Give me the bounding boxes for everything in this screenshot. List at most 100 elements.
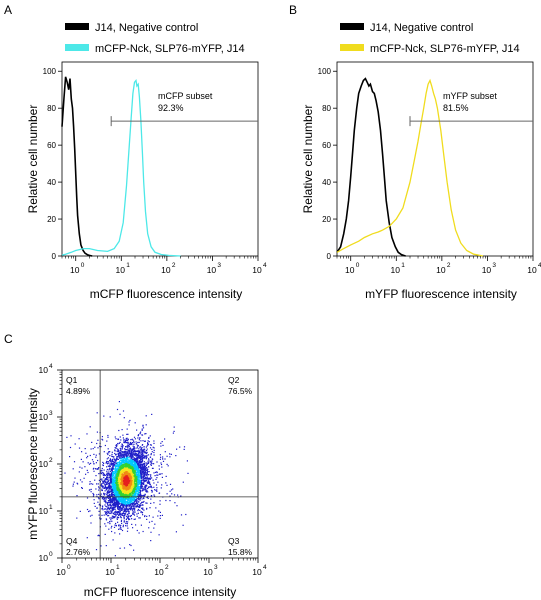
scatter-point (130, 515, 132, 518)
scatter-point (117, 472, 120, 474)
scatter-point (98, 467, 100, 469)
scatter-point (127, 504, 129, 506)
scatter-point (135, 500, 137, 502)
scatter-point (182, 524, 184, 526)
scatter-point (120, 493, 122, 495)
scatter-point (130, 469, 132, 472)
scatter-point (114, 449, 116, 451)
scatter-point (136, 515, 138, 517)
scatter-point (104, 504, 106, 506)
scatter-point (138, 479, 140, 481)
scatter-point (117, 471, 119, 473)
scatter-point (138, 472, 140, 474)
scatter-point (121, 514, 123, 516)
scatter-point (100, 518, 102, 520)
scatter-point (106, 474, 108, 476)
scatter-point (153, 451, 155, 454)
plot-area-b: mYFP subset 81.5% (336, 61, 534, 257)
scatter-point (138, 497, 140, 499)
scatter-point (104, 523, 106, 525)
scatter-point (126, 482, 128, 484)
scatter-point (138, 504, 140, 506)
scatter-point (115, 468, 117, 470)
scatter-point (114, 515, 116, 518)
scatter-point (185, 513, 187, 516)
scatter-point (103, 462, 105, 464)
scatter-point (104, 474, 106, 476)
scatter-point (129, 544, 131, 546)
scatter-point (116, 481, 118, 483)
scatter-point (126, 525, 128, 527)
scatter-point (113, 512, 115, 514)
scatter-point (115, 498, 117, 500)
scatter-point (107, 497, 109, 499)
scatter-point (136, 458, 138, 460)
scatter-point (126, 460, 128, 462)
scatter-point (116, 499, 118, 501)
scatter-point (136, 498, 138, 500)
scatter-point (170, 489, 173, 491)
scatter-point (149, 456, 152, 458)
y-tick-label-a: 0 (52, 252, 57, 261)
scatter-point (113, 464, 115, 466)
scatter-point (140, 440, 142, 442)
scatter-point (134, 476, 136, 478)
scatter-point (129, 455, 131, 457)
scatter-point (145, 488, 147, 490)
scatter-point (98, 510, 100, 512)
scatter-point (142, 468, 144, 470)
scatter-point (137, 483, 139, 486)
scatter-point (151, 451, 153, 453)
scatter-point (138, 453, 140, 455)
scatter-point (142, 489, 144, 491)
scatter-point (113, 456, 115, 458)
scatter-point (99, 535, 101, 537)
scatter-point (138, 468, 140, 471)
scatter-point (139, 487, 141, 489)
scatter-point (111, 498, 113, 500)
scatter-point (124, 491, 127, 493)
scatter-point (107, 457, 109, 459)
legend-swatch-sample-b (340, 44, 364, 51)
scatter-point (106, 487, 108, 489)
scatter-point (133, 443, 135, 445)
scatter-point (106, 461, 108, 463)
scatter-point (127, 473, 129, 475)
scatter-point (129, 419, 131, 422)
scatter-point (118, 455, 120, 457)
scatter-point (131, 490, 133, 492)
scatter-point (132, 487, 134, 489)
scatter-point (122, 468, 125, 470)
scatter-point (120, 495, 122, 497)
scatter-point (127, 454, 129, 456)
scatter-point (144, 440, 146, 442)
scatter-point (123, 521, 125, 523)
scatter-point (126, 484, 128, 486)
scatter-point (139, 505, 141, 508)
scatter-point (130, 472, 132, 474)
scatter-point (103, 500, 105, 502)
scatter-point (135, 499, 137, 501)
scatter-point (135, 485, 138, 487)
scatter-point (122, 505, 124, 508)
scatter-point (72, 483, 74, 485)
scatter-point (127, 513, 129, 515)
scatter-point (114, 489, 116, 491)
scatter-point (154, 475, 156, 477)
scatter-point (109, 506, 112, 509)
scatter-point (143, 494, 145, 496)
scatter-point (121, 447, 123, 449)
scatter-point (142, 494, 144, 497)
scatter-point (127, 441, 129, 443)
scatter-point (143, 482, 145, 484)
scatter-point (127, 456, 129, 458)
scatter-point (113, 502, 115, 504)
scatter-point (113, 482, 115, 484)
scatter-point (115, 490, 117, 492)
scatter-point (118, 510, 120, 512)
scatter-point (106, 493, 108, 495)
scatter-point (114, 495, 116, 497)
scatter-point (111, 495, 113, 497)
scatter-point (164, 458, 166, 460)
scatter-point (141, 449, 143, 451)
